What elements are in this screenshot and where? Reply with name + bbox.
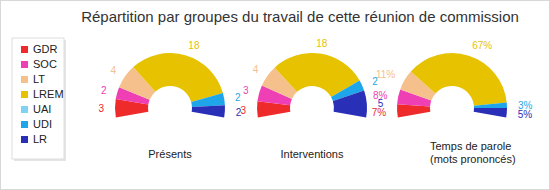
data-label: 18 (316, 38, 328, 49)
legend-swatch (21, 121, 28, 128)
legend-label: UAI (33, 103, 51, 115)
chart-title-line: Interventions (281, 148, 344, 160)
legend-label: SOC (33, 58, 57, 70)
legend-swatch (21, 76, 28, 83)
half-donut (115, 53, 225, 118)
legend-swatch (21, 106, 28, 113)
slice (133, 53, 223, 102)
slice (474, 108, 507, 118)
legend-label: LT (33, 73, 45, 85)
data-label: 3 (243, 85, 249, 96)
slice (191, 93, 225, 107)
legend-swatch (21, 61, 28, 68)
half-donut (257, 53, 367, 118)
legend-box (12, 38, 64, 159)
background (1, 1, 550, 190)
chart-title: Présents (148, 148, 192, 160)
legend-swatch (21, 136, 28, 143)
data-label: 2 (235, 92, 241, 103)
data-label: 67% (472, 40, 492, 51)
legend-label: UDI (33, 118, 52, 130)
data-label: 18 (188, 40, 200, 51)
title: Répartition par groupes du travail de ce… (81, 8, 519, 25)
data-label: 7% (372, 107, 387, 118)
data-label: 8% (373, 90, 388, 101)
data-labels: 3241822 (98, 40, 241, 118)
data-label: 11% (376, 69, 395, 80)
chart-title: Temps de parole(mots prononcés) (430, 140, 516, 165)
slice (192, 105, 225, 117)
legend-label: GDR (33, 43, 58, 55)
data-label: 3 (240, 105, 246, 116)
data-label: 2 (101, 85, 107, 96)
chart-title-line: Présents (148, 148, 192, 160)
data-label: 4 (253, 64, 259, 75)
slice (333, 90, 367, 117)
legend-label: LREM (33, 88, 64, 100)
data-label: 5% (518, 109, 533, 120)
chart-title-line: Temps de parole (430, 140, 511, 152)
slice (397, 104, 430, 117)
half-donut (397, 53, 507, 118)
data-labels: 7%8%11%67%3%5% (372, 40, 533, 120)
chart-title: Interventions (281, 148, 344, 160)
legend-label: LR (33, 133, 47, 145)
data-label: 3 (98, 103, 104, 114)
data-labels: 3341825 (240, 38, 383, 116)
legend-swatch (21, 46, 28, 53)
data-label: 4 (110, 65, 116, 76)
legend-swatch (21, 91, 28, 98)
slice (474, 102, 507, 108)
slice (411, 53, 507, 106)
chart-title-line: (mots prononcés) (430, 153, 516, 165)
